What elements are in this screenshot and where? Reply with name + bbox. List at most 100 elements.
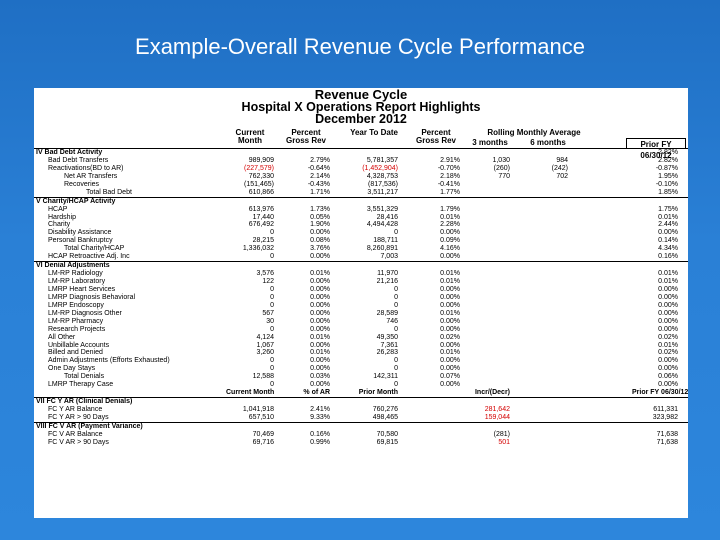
cell-c3: 142,311	[373, 373, 398, 381]
cell-c3: 760,276	[372, 406, 398, 413]
cell-c4: 0.00%	[440, 341, 460, 349]
cell-c4: 0.02%	[440, 333, 460, 341]
cell-c2: 0.00%	[310, 301, 330, 309]
cell-c7: 0.16%	[658, 253, 678, 261]
row-label: Billed and Denied	[48, 349, 103, 357]
cell-c3: 3,551,329	[366, 205, 398, 213]
row-label: One Day Stays	[48, 365, 96, 373]
table-row: Admin Adjustments (Efforts Exhausted) 0 0.…	[34, 357, 688, 365]
row-label: FC V AR Balance	[48, 430, 103, 438]
row-label: Recoveries	[64, 180, 100, 188]
col-head-6m: 6 months	[530, 138, 566, 147]
table-row: LM-RP Pharmacy 30 0.00% 746 0.00% 0.00%	[34, 318, 688, 326]
cell-c7: 611,331	[653, 406, 678, 413]
row-label: LMRP Endoscopy	[48, 301, 104, 309]
table-row: LMRP Heart Services 0 0.00% 0 0.00% 0.00%	[34, 286, 688, 294]
cell-c1: 1,041,918	[242, 406, 274, 413]
table-row: All Other 4,124 0.01% 49,350 0.02% 0.02%	[34, 334, 688, 342]
cell-c4: 4.16%	[440, 245, 460, 253]
cell-c1: 0	[270, 381, 274, 389]
cell-c3: 69,815	[376, 438, 398, 446]
cell-c4: 0.00%	[440, 317, 460, 325]
cell-c7: 71,638	[656, 438, 678, 446]
cell-c3: 0	[394, 301, 398, 309]
cell-c4: 0.00%	[440, 253, 460, 261]
cell-c3: 26,283	[376, 349, 398, 357]
cell-c2: 0.00%	[310, 293, 330, 301]
cell-c2: 2.41%	[310, 406, 330, 413]
table-row: FC V AR Balance 70,469 0.16% 70,580 (281) 71,…	[34, 431, 688, 439]
cell-c7: 0.00%	[658, 317, 678, 325]
cell-c3: 49,350	[376, 333, 398, 341]
cell-c5: 159,044	[484, 413, 510, 421]
cell-c2: 0.01%	[310, 270, 330, 278]
report-title: Revenue Cycle	[314, 88, 408, 102]
table-row: LMRP Endoscopy 0 0.00% 0 0.00% 0.00%	[34, 302, 688, 310]
cell-c4: 0.00%	[440, 325, 460, 333]
cell-c1: 676,492	[248, 221, 274, 229]
cell-c2: 0.00%	[310, 317, 330, 325]
cell-c3: 28,416	[376, 213, 398, 221]
cell-c1: 0	[270, 365, 274, 373]
report-subtitle: Hospital X Operations Report Highlights	[241, 100, 481, 114]
cell-c1: 0	[270, 285, 274, 293]
cell-c2: 0.99%	[310, 438, 330, 446]
table-row: FC Y AR > 90 Days 657,510 9.33% 498,465 159,…	[34, 414, 688, 422]
row-label: LMRP Heart Services	[48, 285, 116, 293]
cell-c3: (1,452,904)	[362, 164, 398, 172]
cell-c7: 0.00%	[658, 229, 678, 237]
cell-c1: 30	[266, 317, 274, 325]
cell-c3: 3,511,217	[367, 188, 398, 196]
cell-c5: 1,030	[492, 156, 510, 164]
cell-c2: 0.00%	[310, 357, 330, 365]
cell-c4: 2.28%	[440, 221, 460, 229]
cell-c4: 2.91%	[440, 156, 460, 164]
cell-c4: 0.00%	[440, 301, 460, 309]
cell-c7: 71,638	[656, 430, 678, 438]
cell-c5: 501	[498, 438, 510, 446]
cell-c5: Incr/(Decr)	[474, 389, 510, 397]
cell-c2: 0.16%	[310, 430, 330, 438]
cell-c2: 2.79%	[310, 156, 330, 164]
cell-c1: 0	[270, 325, 274, 333]
cell-c1: 3,576	[256, 270, 274, 278]
table-row: Total Denials 12,588 0.03% 142,311 0.07% 0.06…	[34, 373, 688, 381]
cell-c7: 0.00%	[658, 309, 678, 317]
cell-c4: 0.07%	[440, 373, 460, 381]
cell-c1: 122	[262, 278, 274, 285]
cell-c4: 0.00%	[440, 293, 460, 301]
cell-c3: 70,580	[376, 430, 398, 438]
cell-c1: 610,866	[248, 188, 274, 196]
row-label: LMRP Diagnosis Behavioral	[48, 293, 136, 301]
cell-c2: 0.00%	[310, 229, 330, 237]
row-label: Unbillable Accounts	[48, 341, 110, 349]
cell-c7: 0.00%	[658, 365, 678, 373]
cell-c6: 984	[556, 156, 568, 164]
cell-c4: 1.79%	[440, 205, 460, 213]
row-label: Admin Adjustments (Efforts Exhausted)	[48, 357, 170, 365]
row-label: LM-RP Pharmacy	[48, 317, 104, 325]
row-label: Total Bad Debt	[86, 188, 132, 196]
cell-c1: (151,465)	[244, 180, 274, 188]
row-label: FC V AR > 90 Days	[48, 438, 109, 446]
section-row: VII FC Y AR (Clinical Denials)	[34, 397, 688, 406]
table-row: Unbillable Accounts 1,067 0.00% 7,361 0.00% 0…	[34, 342, 688, 350]
row-label: LM-RP Diagnosis Other	[48, 309, 122, 317]
cell-c1: 989,909	[248, 156, 274, 164]
table-row: FC Y AR Balance 1,041,918 2.41% 760,276 281,…	[34, 406, 688, 414]
cell-c2: 0.00%	[310, 278, 330, 285]
cell-c3: 498,465	[372, 413, 398, 421]
cell-c7: 0.02%	[658, 349, 678, 357]
report-rows: IV Bad Debt Activity 2.82% Bad Debt Transf…	[34, 148, 688, 447]
cell-c3: 0	[394, 229, 398, 237]
table-row: Charity 676,492 1.90% 4,494,428 2.28% 2.44%	[34, 221, 688, 229]
row-label: Total Charity/HCAP	[64, 245, 125, 253]
cell-c3: 7,361	[380, 341, 398, 349]
cell-c7: 2.82%	[658, 149, 678, 156]
cell-c7: 2.82%	[658, 156, 678, 164]
col-head-percent: Percent Gross Rev	[285, 128, 327, 145]
cell-c7: 0.00%	[658, 357, 678, 365]
table-row: One Day Stays 0 0.00% 0 0.00% 0.00%	[34, 365, 688, 373]
table-row: Total Charity/HCAP 1,336,032 3.76% 8,260,89…	[34, 245, 688, 253]
cell-c4: -0.70%	[437, 164, 460, 172]
